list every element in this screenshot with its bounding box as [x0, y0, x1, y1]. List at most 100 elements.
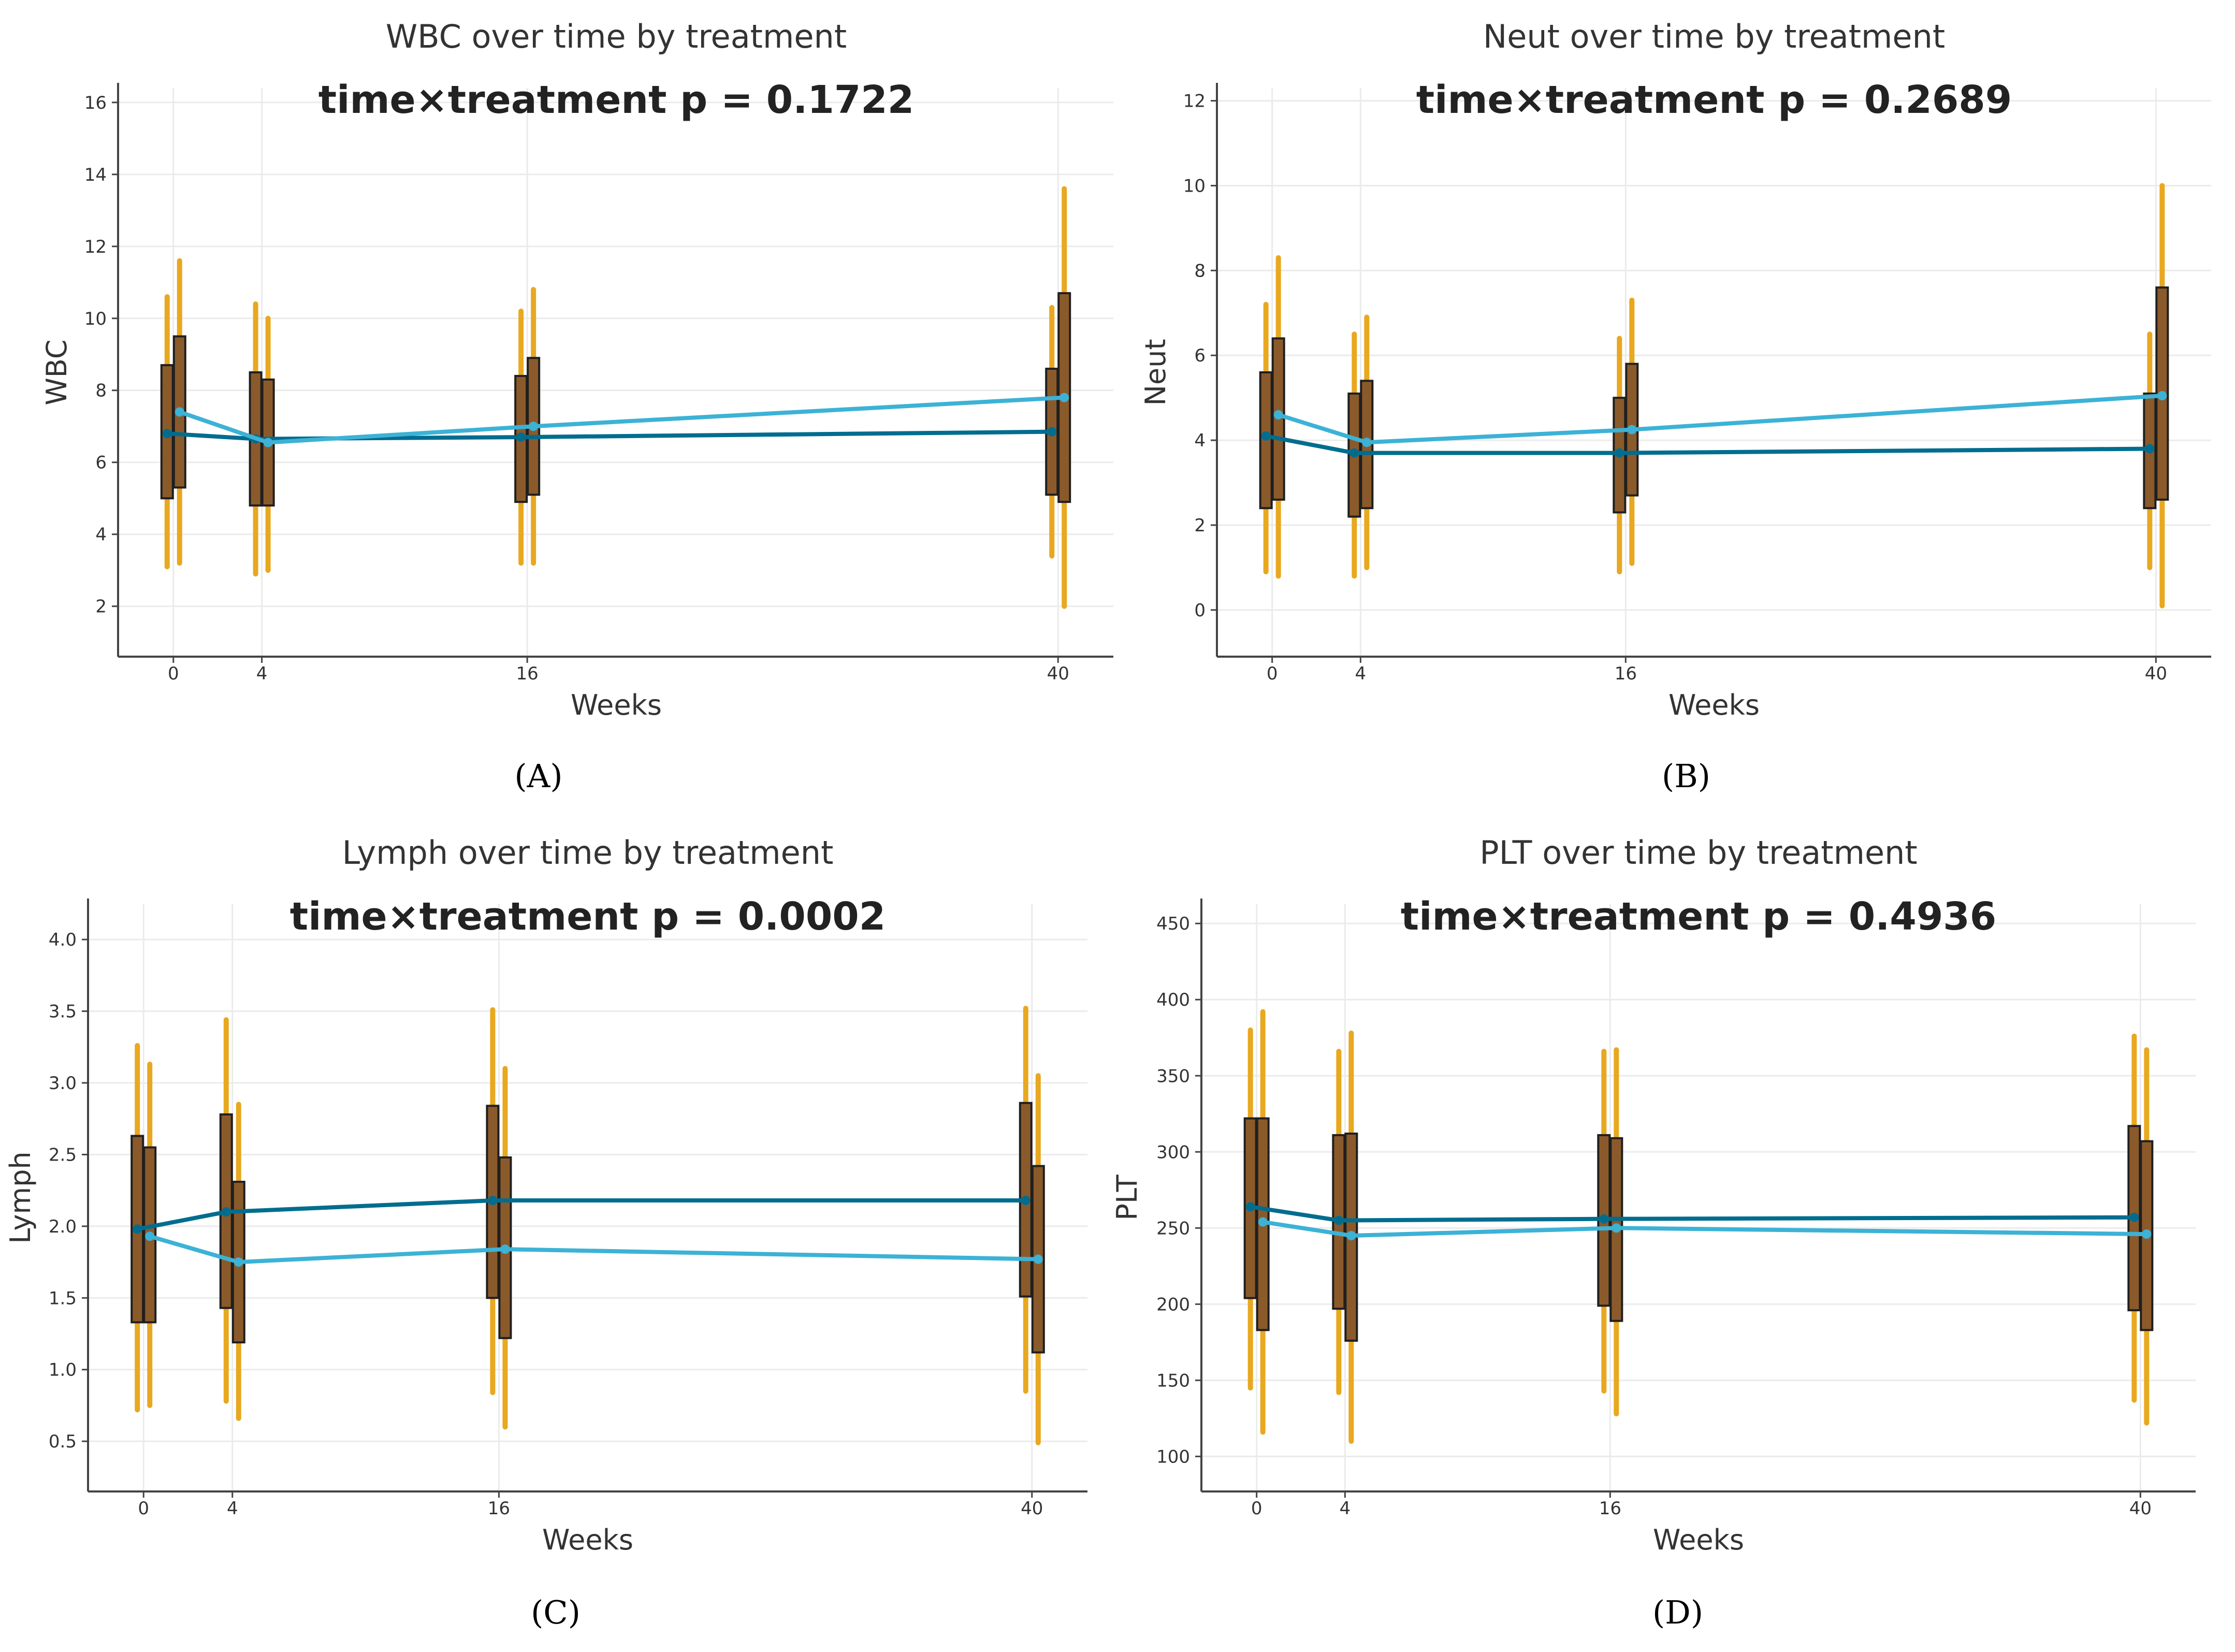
y-axis-label: Neut: [1139, 339, 1172, 405]
mean-point: [2142, 1229, 2152, 1239]
y-axis-label: PLT: [1111, 1174, 1143, 1220]
panel-label: (C): [531, 1593, 580, 1631]
mean-point: [1612, 1223, 1621, 1233]
y-tick-label: 4.0: [49, 930, 77, 950]
mean-line-treatment-light: [1278, 394, 2163, 445]
y-tick-label: 450: [1156, 914, 1190, 934]
x-tick-label: 4: [1340, 1498, 1351, 1519]
y-tick-label: 200: [1156, 1294, 1190, 1315]
mean-point: [263, 438, 273, 447]
mean-point: [234, 1257, 243, 1267]
mean-point: [1599, 1214, 1609, 1224]
mean-point: [2129, 1212, 2139, 1222]
x-tick-label: 4: [256, 663, 268, 684]
x-tick-label: 0: [1251, 1498, 1262, 1519]
y-tick-label: 300: [1156, 1142, 1190, 1163]
chart-title: Neut over time by treatment: [1483, 18, 1945, 55]
mean-line-treatment-dark: [1250, 1205, 2135, 1223]
mean-point: [162, 429, 172, 439]
mean-line-treatment-light: [179, 395, 1065, 445]
mean-point: [1060, 393, 1069, 402]
x-tick-label: 40: [2145, 663, 2167, 684]
y-axis-label: Lymph: [4, 1151, 37, 1243]
y-tick-label: 16: [84, 93, 107, 113]
y-tick-label: 100: [1156, 1446, 1190, 1467]
mean-point: [221, 1207, 231, 1217]
mean-point: [2157, 391, 2167, 401]
y-tick-label: 12: [84, 237, 107, 257]
x-tick-label: 4: [1355, 663, 1367, 684]
mean-point: [500, 1244, 510, 1254]
mean-point: [1615, 448, 1624, 458]
y-tick-label: 2.0: [49, 1216, 77, 1237]
mean-point: [1033, 1254, 1043, 1264]
x-axis-label: Weeks: [1668, 689, 1760, 721]
p-value-annotation: time×treatment p = 0.0002: [290, 894, 886, 939]
x-axis-label: Weeks: [571, 689, 662, 721]
mean-point: [1021, 1196, 1031, 1206]
y-tick-label: 1.0: [49, 1360, 77, 1381]
mean-point: [1261, 431, 1271, 441]
y-tick-label: 3.0: [49, 1073, 77, 1094]
y-tick-label: 10: [1183, 176, 1206, 196]
y-tick-label: 0: [1194, 600, 1206, 621]
y-tick-label: 3.5: [49, 1002, 77, 1022]
y-axis-label: WBC: [40, 339, 73, 405]
mean-point: [1362, 438, 1372, 447]
mean-line-treatment-light: [149, 1234, 1038, 1265]
chart-title: PLT over time by treatment: [1479, 834, 1918, 872]
mean-point: [133, 1224, 142, 1234]
x-tick-label: 16: [488, 1498, 510, 1519]
y-tick-label: 150: [1156, 1370, 1190, 1391]
y-tick-label: 6: [1194, 345, 1206, 366]
y-tick-label: 10: [84, 309, 107, 329]
chart-panel-neut: 0 2 4 6 8 10 12 0 4 16 40 Neut over time by treatme…: [1139, 18, 2211, 795]
chart-panel-wbc: 2 4 6 8 10 12 14 16 0 4 16 40 WBC over time by treat…: [40, 18, 1113, 795]
x-tick-label: 40: [2129, 1498, 2152, 1519]
mean-point: [1334, 1215, 1344, 1225]
mean-point: [1047, 427, 1057, 437]
y-tick-label: 0.5: [49, 1431, 77, 1452]
x-tick-label: 16: [516, 663, 539, 684]
x-axis-label: Weeks: [542, 1524, 633, 1556]
x-tick-label: 16: [1599, 1498, 1621, 1519]
mean-point: [145, 1231, 155, 1241]
mean-point: [1349, 448, 1359, 458]
p-value-annotation: time×treatment p = 0.2689: [1416, 78, 2012, 122]
y-tick-label: 8: [1194, 260, 1206, 281]
mean-line-treatment-dark: [1265, 433, 2150, 455]
panel-label: (A): [514, 757, 562, 795]
y-tick-label: 8: [95, 381, 107, 401]
mean-point: [1273, 410, 1283, 419]
y-tick-label: 4: [95, 525, 107, 545]
x-tick-label: 0: [138, 1498, 149, 1519]
x-tick-label: 40: [1021, 1498, 1043, 1519]
y-tick-label: 6: [95, 453, 107, 473]
mean-point: [516, 432, 526, 442]
mean-point: [488, 1196, 498, 1206]
panel-label: (D): [1652, 1593, 1703, 1631]
p-value-annotation: time×treatment p = 0.4936: [1401, 894, 1997, 939]
x-tick-label: 40: [1047, 663, 1069, 684]
chart-panel-plt: 100 150 200 250 300 350 400 450 0 4 16 40 PLT over t…: [1111, 834, 2196, 1631]
y-tick-label: 14: [84, 165, 107, 185]
mean-point: [1258, 1217, 1268, 1227]
y-tick-label: 2.5: [49, 1144, 77, 1165]
mean-line-treatment-light: [1262, 1220, 2147, 1238]
mean-point: [1245, 1202, 1255, 1212]
y-tick-label: 350: [1156, 1066, 1190, 1086]
y-tick-label: 4: [1194, 430, 1206, 451]
x-tick-label: 16: [1615, 663, 1637, 684]
chart-title: Lymph over time by treatment: [342, 834, 834, 872]
chart-panel-lymph: 0.5 1.0 1.5 2.0 2.5 3.0 3.5 4.0 0 4 16 40 Lymph over…: [4, 834, 1087, 1631]
mean-point: [175, 407, 184, 417]
y-tick-label: 400: [1156, 990, 1190, 1010]
panel-label: (B): [1662, 757, 1710, 795]
y-tick-label: 2: [95, 597, 107, 617]
mean-line-treatment-dark: [167, 429, 1052, 441]
x-tick-label: 0: [168, 663, 179, 684]
y-tick-label: 1.5: [49, 1288, 77, 1309]
y-tick-label: 2: [1194, 515, 1206, 536]
